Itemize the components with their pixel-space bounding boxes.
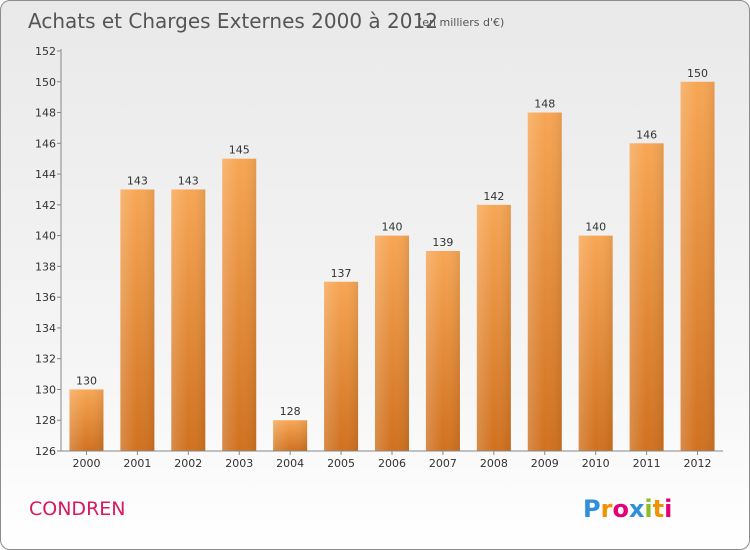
logo-letter: P bbox=[583, 495, 601, 523]
y-tick-label: 150 bbox=[35, 76, 56, 89]
bar-shine bbox=[120, 189, 155, 451]
bar-value-label: 146 bbox=[636, 128, 657, 141]
y-tick-label: 126 bbox=[35, 445, 56, 458]
bar-shine bbox=[69, 389, 104, 451]
y-axis: 126 128 130 132 134 136 138 140 142 144 146 148 150 1… bbox=[35, 45, 62, 458]
x-tick-label: 2010 bbox=[582, 457, 610, 470]
bar-value-label: 139 bbox=[432, 236, 453, 249]
bar-shine bbox=[578, 235, 613, 451]
bar-value-label: 145 bbox=[229, 144, 250, 157]
x-tick-label: 2007 bbox=[429, 457, 457, 470]
bar-shine bbox=[425, 251, 460, 451]
y-tick-label: 148 bbox=[35, 107, 56, 120]
x-tick-label: 2004 bbox=[276, 457, 304, 470]
y-tick-label: 132 bbox=[35, 353, 56, 366]
y-tick-label: 138 bbox=[35, 260, 56, 273]
bar-value-label: 143 bbox=[127, 174, 148, 187]
bar-shine bbox=[629, 143, 664, 452]
bar-shine bbox=[273, 420, 308, 451]
y-tick-label: 142 bbox=[35, 199, 56, 212]
bar-shine bbox=[527, 112, 562, 452]
bar-value-label: 150 bbox=[687, 67, 708, 80]
bar-shine bbox=[375, 235, 409, 451]
x-tick-label: 2009 bbox=[531, 457, 559, 470]
y-tick-label: 130 bbox=[35, 383, 56, 396]
x-tick-label: 2011 bbox=[633, 457, 661, 470]
logo-letter: t bbox=[653, 495, 664, 523]
bar-value-label: 130 bbox=[76, 374, 97, 387]
x-tick-label: 2012 bbox=[684, 457, 712, 470]
x-tick-label: 2006 bbox=[378, 457, 406, 470]
logo-letter: o bbox=[612, 495, 629, 523]
bar-value-label: 140 bbox=[382, 221, 403, 234]
bar-value-label: 140 bbox=[585, 221, 606, 234]
logo-letter: i bbox=[644, 495, 652, 523]
bar-value-label: 143 bbox=[178, 174, 199, 187]
bar-shine bbox=[476, 204, 511, 451]
bar-shine bbox=[222, 158, 257, 451]
x-tick-label: 2001 bbox=[123, 457, 151, 470]
logo-letter: r bbox=[601, 495, 613, 523]
proxiti-logo: Proxiti bbox=[583, 495, 672, 523]
y-tick-label: 146 bbox=[35, 137, 56, 150]
y-tick-label: 136 bbox=[35, 291, 56, 304]
logo-letter: i bbox=[664, 495, 672, 523]
chart-title: Achats et Charges Externes 2000 à 2012 bbox=[28, 9, 438, 33]
y-tick-label: 152 bbox=[35, 45, 56, 58]
bar-shine bbox=[171, 189, 206, 451]
x-tick-label: 2002 bbox=[174, 457, 202, 470]
x-tick-label: 2003 bbox=[225, 457, 253, 470]
y-tick-label: 128 bbox=[35, 414, 56, 427]
chart-subtitle: (en milliers d'€) bbox=[418, 16, 504, 29]
bar-value-label: 142 bbox=[483, 190, 504, 203]
bar-value-label: 148 bbox=[534, 98, 555, 111]
x-tick-label: 2000 bbox=[72, 457, 100, 470]
y-tick-label: 140 bbox=[35, 230, 56, 243]
bar-value-label: 137 bbox=[331, 267, 352, 280]
bar-value-label: 128 bbox=[280, 405, 301, 418]
x-tick-label: 2005 bbox=[327, 457, 355, 470]
place-name: CONDREN bbox=[29, 498, 125, 520]
bar-shine bbox=[680, 81, 715, 452]
x-tick-label: 2008 bbox=[480, 457, 508, 470]
logo-letter: x bbox=[629, 495, 645, 523]
y-tick-label: 144 bbox=[35, 168, 56, 181]
bars-group: 130 143 143 145 128 137 140 139 142 148 140 146 150 bbox=[69, 67, 715, 452]
x-axis: 2000 2001 2002 2003 2004 2005 2006 2007 2008 2009… bbox=[61, 450, 723, 470]
bar-shine bbox=[324, 281, 359, 451]
y-tick-label: 134 bbox=[35, 322, 56, 335]
